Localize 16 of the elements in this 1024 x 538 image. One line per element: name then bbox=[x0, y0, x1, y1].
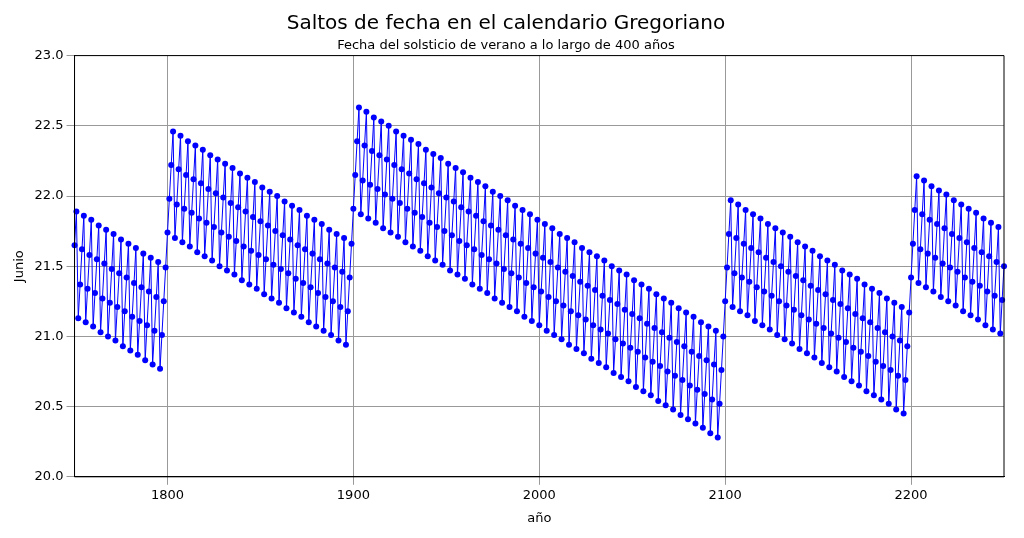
y-tick-label: 21.5 bbox=[34, 257, 64, 273]
y-tick-label: 22.0 bbox=[34, 187, 64, 203]
x-axis-title: año bbox=[527, 509, 552, 525]
y-axis-title: Junio bbox=[11, 250, 27, 284]
x-tick-label: 1900 bbox=[336, 486, 370, 502]
y-tick-label: 20.5 bbox=[34, 397, 64, 413]
x-tick-label: 2000 bbox=[522, 486, 556, 502]
x-tick-label: 2200 bbox=[894, 486, 928, 502]
x-tick-label: 2100 bbox=[708, 486, 742, 502]
x-tick-label: 1800 bbox=[150, 486, 185, 502]
y-tick-label: 23.0 bbox=[34, 46, 64, 62]
chart-title: Saltos de fecha en el calendario Gregoriano bbox=[286, 10, 726, 35]
chart-subtitle: Fecha del solsticio de verano a lo largo de 400 años bbox=[337, 37, 676, 53]
y-tick-label: 21.0 bbox=[34, 327, 64, 343]
y-tick-label: 22.5 bbox=[34, 117, 64, 133]
y-tick-label: 20.0 bbox=[34, 468, 64, 484]
